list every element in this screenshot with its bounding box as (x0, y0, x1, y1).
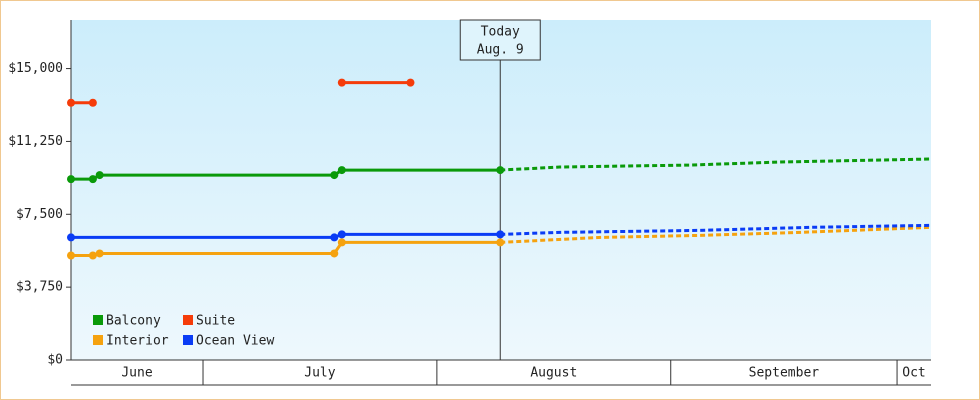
legend-label: Ocean View (196, 334, 274, 349)
y-tick-label: $15,000 (8, 61, 63, 76)
series-line (71, 232, 501, 239)
legend-swatch (93, 315, 103, 325)
point (337, 78, 346, 87)
point (337, 166, 346, 175)
point (337, 230, 346, 239)
today-label: Aug. 9 (477, 43, 524, 58)
point (88, 98, 97, 107)
point (88, 175, 97, 184)
point (67, 98, 75, 107)
legend-swatch (183, 335, 193, 345)
x-tick-label: June (121, 366, 152, 381)
x-tick-label: July (304, 366, 335, 381)
legend-swatch (93, 335, 103, 345)
today-box (459, 19, 541, 61)
y-tick-label: $11,250 (8, 134, 63, 149)
point (496, 230, 505, 239)
point (88, 251, 97, 260)
legend-label: Interior (106, 334, 169, 349)
y-tick-label: $0 (47, 353, 63, 368)
legend-swatch (183, 315, 193, 325)
forecast-line (500, 157, 932, 172)
point (67, 251, 75, 260)
point (95, 171, 104, 180)
point (67, 175, 75, 184)
point (330, 171, 339, 180)
forecast-line (500, 225, 932, 244)
x-tick-label: Oct (902, 366, 925, 381)
y-tick-label: $7,500 (16, 207, 63, 222)
point (95, 249, 104, 258)
point (330, 249, 339, 258)
point (496, 166, 505, 175)
today-label: Today (481, 25, 520, 40)
plot-background (71, 20, 931, 360)
point (496, 238, 505, 247)
x-tick-label: September (749, 366, 820, 381)
legend-label: Balcony (106, 314, 161, 329)
legend-label: Suite (196, 314, 235, 329)
x-tick-label: August (530, 366, 577, 381)
point (67, 233, 75, 242)
point (330, 233, 339, 242)
point (337, 238, 346, 247)
point (406, 78, 415, 87)
y-tick-label: $3,750 (16, 280, 63, 295)
